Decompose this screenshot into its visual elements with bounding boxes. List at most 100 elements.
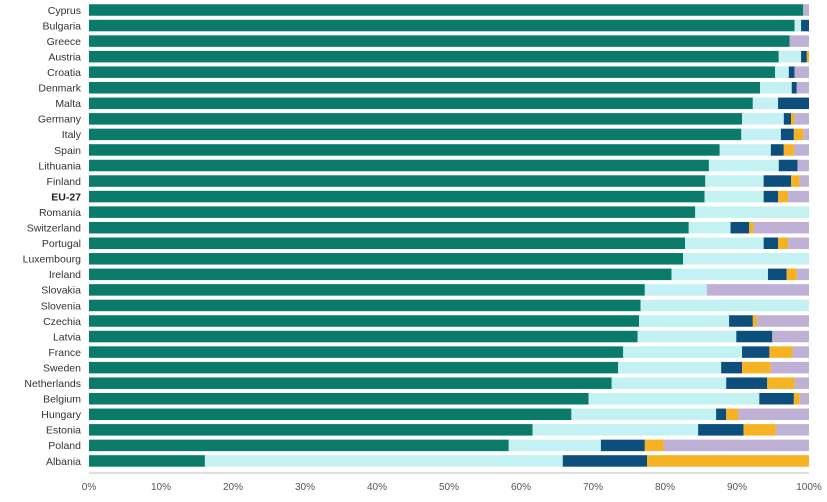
bar-segment-4 — [752, 315, 758, 327]
bar-segment-3 — [729, 315, 753, 327]
bar-segment-3 — [763, 190, 779, 203]
category-label: Slovakia — [41, 285, 81, 297]
bar-segment-2 — [637, 330, 737, 343]
category-label: Hungary — [41, 409, 81, 421]
category-label: Germany — [38, 114, 82, 126]
bar-segment-1 — [89, 159, 709, 172]
bar-row-portugal — [89, 237, 809, 249]
bar-row-austria — [89, 50, 809, 63]
bar-segment-2 — [778, 50, 802, 63]
bar-segment-2 — [639, 315, 730, 327]
bar-segment-2 — [508, 439, 601, 452]
bar-segment-1 — [89, 175, 706, 187]
category-label: Belgium — [43, 394, 81, 406]
x-tick-label: 10% — [151, 482, 171, 493]
bar-segment-2 — [742, 113, 784, 125]
bar-segment-4 — [726, 408, 739, 421]
category-label: Spain — [54, 145, 81, 157]
bar-row-albania — [89, 455, 809, 467]
bar-segment-4 — [791, 113, 795, 125]
bar-segment-4 — [778, 190, 789, 203]
bar-segment-5 — [799, 393, 809, 405]
bar-row-sweden — [89, 361, 809, 374]
bar-segment-4 — [806, 50, 809, 63]
bar-segment-1 — [89, 268, 672, 281]
bar-segment-2 — [644, 284, 707, 296]
category-label: Greece — [47, 36, 82, 48]
category-label: Finland — [47, 176, 82, 188]
x-tick-label: 100% — [796, 482, 822, 493]
bar-segment-3 — [763, 175, 791, 187]
bar-segment-4 — [749, 221, 754, 234]
bar-segment-2 — [671, 268, 768, 281]
category-label: Sweden — [43, 362, 81, 374]
bar-segment-1 — [89, 144, 720, 156]
bar-row-malta — [89, 97, 809, 110]
bar-segment-1 — [89, 361, 619, 374]
bar-segment-3 — [767, 268, 787, 281]
category-label: Italy — [62, 129, 82, 141]
bar-segment-1 — [89, 393, 589, 405]
bar-segment-1 — [89, 190, 705, 203]
bar-row-germany — [89, 113, 809, 125]
bar-segment-5 — [706, 284, 809, 296]
bar-segment-3 — [763, 237, 779, 249]
bar-segment-1 — [89, 284, 645, 296]
bar-row-lithuania — [89, 159, 809, 172]
bar-segment-2 — [611, 377, 727, 389]
category-label: Slovenia — [41, 300, 81, 312]
bar-row-greece — [89, 35, 809, 47]
bar-segment-5 — [794, 113, 809, 125]
bar-segment-2 — [719, 144, 771, 156]
bar-segment-5 — [738, 408, 809, 421]
bar-segment-5 — [792, 346, 809, 358]
bar-segment-1 — [89, 299, 641, 312]
bar-segment-5 — [775, 424, 809, 436]
bar-row-latvia — [89, 330, 809, 343]
bar-row-slovakia — [89, 284, 809, 296]
bar-row-poland — [89, 439, 809, 452]
bar-segment-4 — [743, 424, 776, 436]
category-label: Ireland — [49, 269, 81, 281]
bar-segment-5 — [803, 4, 809, 16]
bar-segment-5 — [796, 82, 809, 94]
bar-segment-1 — [89, 19, 795, 32]
category-label: Cyprus — [48, 5, 81, 17]
bar-segment-2 — [695, 206, 809, 218]
x-tick-label: 0% — [82, 482, 97, 493]
category-label: Bulgaria — [42, 20, 81, 32]
bar-segment-2 — [708, 159, 779, 172]
bar-row-luxembourg — [89, 253, 809, 265]
x-tick-labels: 0% 10% 20% 30% 40% 50% 60% 70% 80% 90% 100% — [82, 482, 822, 493]
x-tick-label: 80% — [655, 482, 675, 493]
bar-segment-2 — [532, 424, 699, 436]
bar-row-slovenia — [89, 299, 809, 312]
category-label: EU-27 — [51, 191, 81, 203]
category-label: Croatia — [47, 67, 81, 79]
category-label: Netherlands — [24, 378, 81, 390]
bar-segment-1 — [89, 346, 624, 358]
bar-segment-1 — [89, 50, 779, 63]
category-label: Albania — [46, 456, 81, 468]
bar-segment-5 — [663, 439, 809, 452]
bar-segment-5 — [772, 330, 809, 343]
bar-segment-2 — [588, 393, 760, 405]
bar-segment-4 — [778, 237, 789, 249]
bar-row-denmark — [89, 82, 809, 94]
bar-segment-1 — [89, 377, 612, 389]
bar-segment-2 — [204, 455, 563, 467]
x-tick-label: 60% — [511, 482, 531, 493]
bar-segment-1 — [89, 253, 683, 265]
bar-segment-5 — [757, 315, 809, 327]
bar-segment-1 — [89, 128, 742, 141]
bar-segment-5 — [797, 159, 809, 172]
bar-segment-5 — [788, 190, 809, 203]
bar-row-italy — [89, 128, 809, 141]
bar-row-belgium — [89, 393, 809, 405]
bar-segment-2 — [618, 361, 722, 374]
bar-segment-1 — [89, 330, 638, 343]
bar-segment-1 — [89, 82, 761, 94]
bar-segment-3 — [742, 346, 770, 358]
bar-segment-3 — [698, 424, 744, 436]
